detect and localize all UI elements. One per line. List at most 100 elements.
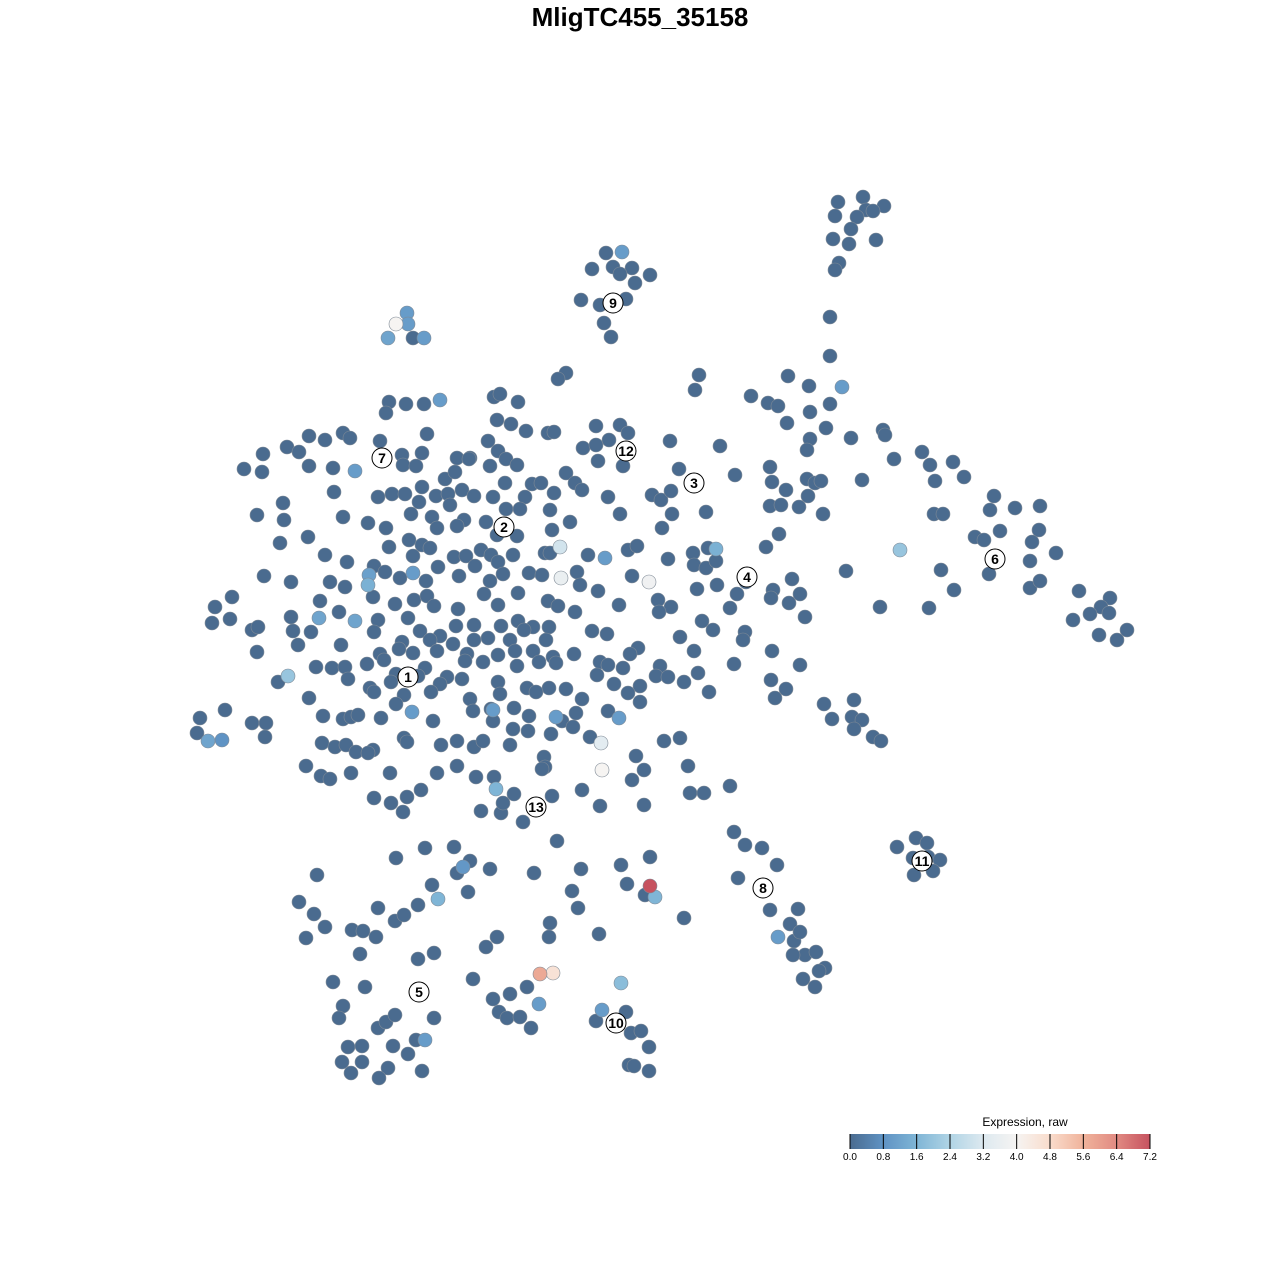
data-point xyxy=(460,884,476,900)
data-point xyxy=(445,636,461,652)
data-point xyxy=(485,702,501,718)
colorbar-tick-label: 0.0 xyxy=(843,1152,857,1163)
chart-title: MligTC455_35158 xyxy=(531,2,749,32)
data-point xyxy=(538,632,554,648)
data-point xyxy=(562,514,578,530)
data-point xyxy=(619,876,635,892)
data-point xyxy=(490,674,506,690)
data-point xyxy=(533,475,549,491)
data-point xyxy=(671,461,687,477)
data-point xyxy=(360,577,376,593)
data-point xyxy=(982,502,998,518)
data-point xyxy=(380,330,396,346)
data-point xyxy=(827,262,843,278)
data-point xyxy=(822,348,838,364)
data-point xyxy=(641,1039,657,1055)
data-point xyxy=(482,458,498,474)
data-point xyxy=(544,788,560,804)
data-point xyxy=(492,686,508,702)
data-point xyxy=(523,1020,539,1036)
data-point xyxy=(822,396,838,412)
cluster-label: 9 xyxy=(602,292,624,314)
cluster-label-text: 6 xyxy=(991,551,999,567)
data-point xyxy=(498,501,514,517)
data-point xyxy=(430,559,446,575)
data-point xyxy=(485,489,501,505)
data-point xyxy=(416,396,432,412)
data-point xyxy=(549,833,565,849)
data-point xyxy=(532,966,548,982)
data-point xyxy=(200,733,216,749)
data-point xyxy=(403,506,419,522)
data-point xyxy=(315,708,331,724)
data-point xyxy=(256,568,272,584)
data-point xyxy=(976,532,992,548)
data-point xyxy=(412,623,428,639)
data-point xyxy=(680,758,696,774)
data-point xyxy=(889,839,905,855)
data-point xyxy=(705,622,721,638)
data-point xyxy=(584,261,600,277)
data-point xyxy=(397,486,413,502)
data-point xyxy=(413,782,429,798)
data-point xyxy=(824,711,840,727)
data-point xyxy=(782,916,798,932)
data-point xyxy=(478,514,494,530)
data-point xyxy=(314,735,330,751)
data-point xyxy=(626,1058,642,1074)
data-point xyxy=(550,371,566,387)
data-point xyxy=(370,900,386,916)
data-point xyxy=(542,915,558,931)
colorbar-tick-label: 3.2 xyxy=(976,1152,990,1163)
data-point xyxy=(935,506,951,522)
data-point xyxy=(1007,500,1023,516)
data-point xyxy=(454,482,470,498)
data-point xyxy=(512,1009,528,1025)
data-point xyxy=(340,671,356,687)
data-point xyxy=(520,723,536,739)
data-point xyxy=(598,245,614,261)
data-point xyxy=(325,974,341,990)
data-point xyxy=(516,622,532,638)
data-point xyxy=(322,574,338,590)
data-point xyxy=(458,548,474,564)
data-point xyxy=(737,837,753,853)
data-point xyxy=(672,730,688,746)
data-point xyxy=(493,618,509,634)
data-point xyxy=(291,894,307,910)
data-point xyxy=(543,726,559,742)
data-point xyxy=(301,458,317,474)
data-point xyxy=(429,765,445,781)
data-point xyxy=(767,690,783,706)
data-point xyxy=(641,1063,657,1079)
data-point xyxy=(467,558,483,574)
data-point xyxy=(189,725,205,741)
data-point xyxy=(340,1039,356,1055)
data-point xyxy=(548,709,564,725)
data-point xyxy=(360,515,376,531)
data-point xyxy=(417,1032,433,1048)
data-point xyxy=(446,839,462,855)
cluster-label: 8 xyxy=(752,877,774,899)
data-point xyxy=(795,971,811,987)
legend-title: Expression, raw xyxy=(982,1115,1068,1129)
data-point xyxy=(801,378,817,394)
data-point xyxy=(301,428,317,444)
data-point xyxy=(204,615,220,631)
data-point xyxy=(447,464,463,480)
data-point xyxy=(214,732,230,748)
data-point xyxy=(333,637,349,653)
data-point xyxy=(642,878,658,894)
data-point xyxy=(600,489,616,505)
data-point xyxy=(548,655,564,671)
data-point xyxy=(694,613,710,629)
data-point xyxy=(255,446,271,462)
data-point xyxy=(849,209,865,225)
data-point xyxy=(573,292,589,308)
data-point xyxy=(613,975,629,991)
data-point xyxy=(541,929,557,945)
data-point xyxy=(799,442,815,458)
data-point xyxy=(854,472,870,488)
data-point xyxy=(1022,580,1038,596)
